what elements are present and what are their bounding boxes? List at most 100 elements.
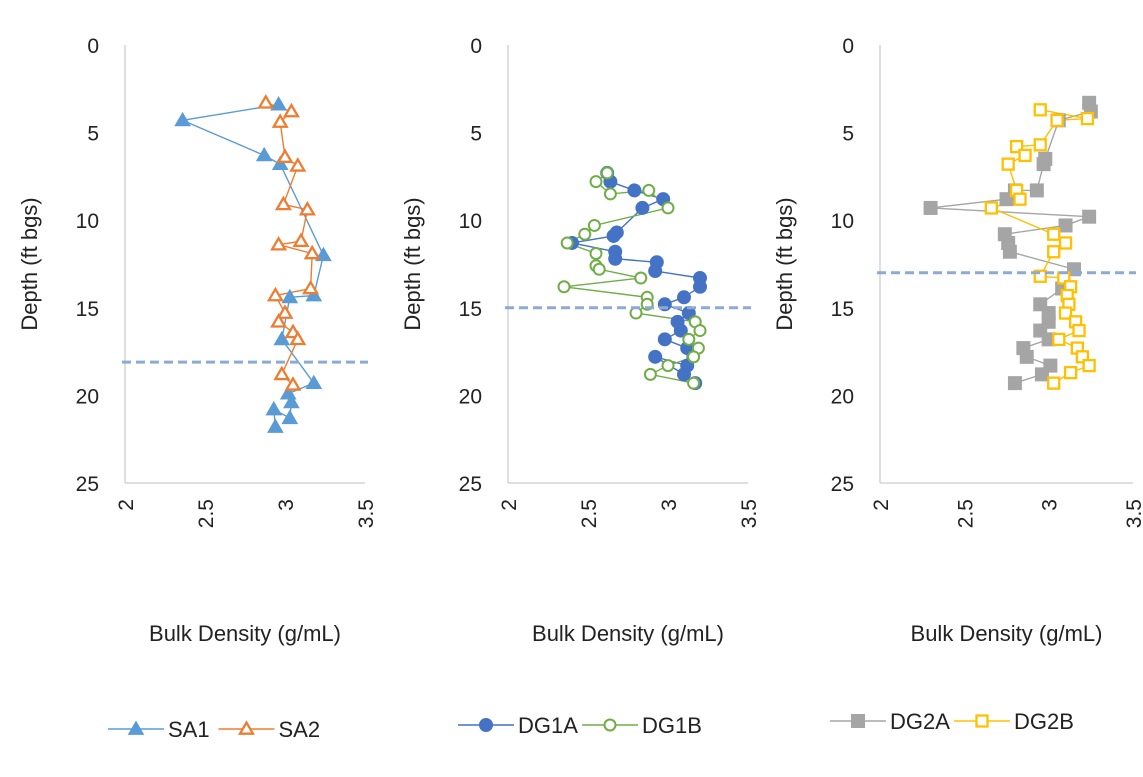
x-tick-label: 2 <box>498 499 521 511</box>
data-point-dg2b <box>1001 157 1015 171</box>
legend: SA1 SA2 <box>108 717 320 742</box>
data-point-sa2 <box>289 330 307 346</box>
y-tick-label: 25 <box>76 473 99 496</box>
data-point-dg1a <box>673 323 688 338</box>
data-point-dg1b <box>634 271 648 285</box>
data-point-dg1a <box>677 367 691 382</box>
data-point-dg2a <box>1082 209 1097 224</box>
y-axis-title: Depth (ft bgs) <box>400 197 425 330</box>
x-tick-label: 3.5 <box>1123 499 1143 528</box>
data-point-dg1b <box>693 324 707 338</box>
legend-marker-sa1 <box>127 720 145 735</box>
x-tick-label: 3 <box>275 499 298 511</box>
data-point-dg1b <box>642 183 656 197</box>
data-point-sa2 <box>274 195 292 211</box>
data-point-dg1b <box>687 376 701 390</box>
y-tick-label: 5 <box>87 123 99 146</box>
data-point-dg1b <box>661 201 675 215</box>
y-axis-title: Depth (ft bgs) <box>772 197 797 330</box>
data-point-dg2b <box>1058 236 1073 250</box>
y-tick-label: 25 <box>459 473 482 496</box>
y-tick-label: 5 <box>470 123 482 146</box>
data-point-dg1b <box>600 166 614 180</box>
data-point-dg2b <box>1009 139 1024 154</box>
data-point-dg2b <box>1033 269 1047 283</box>
data-point-dg1a <box>648 264 663 279</box>
data-point-dg1b <box>557 280 571 294</box>
data-point-dg2a <box>923 200 938 215</box>
chart-panel-middle: 0 5 10 15 20 25 2 2.5 3 3.5 Depth (ft bgs) Bulk Den… <box>400 35 761 738</box>
data-point-dg1a <box>657 332 672 347</box>
data-point-dg1b <box>589 175 603 189</box>
x-tick-label: 2 <box>870 499 893 511</box>
data-point-dg1a <box>606 228 621 243</box>
data-point-dg1b <box>603 187 617 201</box>
data-point-sa2 <box>292 232 310 248</box>
legend-marker-dg1a <box>479 718 493 732</box>
data-point-sa2 <box>266 286 284 302</box>
data-point-dg2b <box>1050 113 1064 127</box>
data-point-dg2b <box>1018 148 1032 163</box>
data-point-sa1 <box>315 246 332 262</box>
data-point-dg2a <box>1029 183 1044 198</box>
data-point-dg1a <box>627 183 642 198</box>
y-tick-label: 15 <box>831 298 854 321</box>
data-point-dg2b <box>1047 227 1061 241</box>
data-point-dg1b <box>661 359 675 373</box>
data-point-sa2 <box>270 235 288 251</box>
data-point-sa2 <box>270 313 288 328</box>
legend-label-dg2a: DG2A <box>890 709 950 734</box>
y-tick-label: 20 <box>831 385 854 408</box>
data-point-sa1 <box>270 96 287 111</box>
data-point-dg1b <box>682 332 696 346</box>
data-point-dg1b <box>560 236 574 250</box>
data-point-dg2b <box>1080 111 1095 126</box>
data-point-sa1 <box>305 374 323 390</box>
data-point-dg2b <box>1075 350 1090 364</box>
data-point-dg2b <box>1052 332 1066 346</box>
x-tick-label: 2.5 <box>578 499 601 528</box>
chart-panel-left: 0 5 10 15 20 25 2 2.5 3 3.5 Depth (ft bgs) Bulk Den… <box>17 35 378 742</box>
x-tick-label: 3.5 <box>355 499 378 528</box>
data-point-sa1 <box>273 330 291 346</box>
data-point-sa1 <box>281 409 299 425</box>
legend-marker-sa2 <box>238 720 255 735</box>
y-tick-label: 20 <box>459 385 482 408</box>
legend-label-dg1b: DG1B <box>642 713 702 738</box>
data-point-sa2 <box>298 200 316 216</box>
data-point-dg1b <box>578 227 592 241</box>
data-point-dg2a <box>1019 349 1034 364</box>
legend-label-dg2b: DG2B <box>1014 709 1074 734</box>
data-point-dg2a <box>1002 244 1017 259</box>
y-tick-label: 15 <box>459 298 482 321</box>
legend-marker-dg2b <box>975 714 989 728</box>
data-point-dg2a <box>1036 157 1051 172</box>
data-point-dg2b <box>1063 365 1078 380</box>
y-axis-title: Depth (ft bgs) <box>17 197 42 330</box>
y-tick-label: 5 <box>842 123 854 146</box>
data-point-sa2 <box>282 102 300 118</box>
data-point-dg1b <box>587 218 601 232</box>
y-tick-label: 0 <box>842 35 854 58</box>
data-point-dg2b <box>1072 323 1086 338</box>
data-point-dg1b <box>592 262 606 276</box>
legend-label-sa1: SA1 <box>168 717 210 742</box>
data-point-sa2 <box>276 148 294 163</box>
legend: DG2A DG2B <box>830 709 1074 734</box>
data-point-sa2 <box>271 113 289 128</box>
data-point-dg2b <box>1033 138 1047 152</box>
legend-marker-dg2a <box>851 714 865 728</box>
data-point-dg1a <box>693 279 707 294</box>
data-point-dg1a <box>635 200 650 215</box>
data-point-dg1b <box>643 367 657 381</box>
legend-label-sa2: SA2 <box>279 717 321 742</box>
data-point-dg2a <box>999 192 1014 207</box>
x-axis-title: Bulk Density (g/mL) <box>532 621 724 646</box>
data-point-dg2b <box>1082 358 1096 373</box>
y-tick-label: 10 <box>76 210 99 233</box>
data-point-sa2 <box>289 157 307 172</box>
data-point-sa2 <box>284 376 302 391</box>
data-point-sa2 <box>302 279 320 295</box>
y-tick-label: 20 <box>76 385 99 408</box>
